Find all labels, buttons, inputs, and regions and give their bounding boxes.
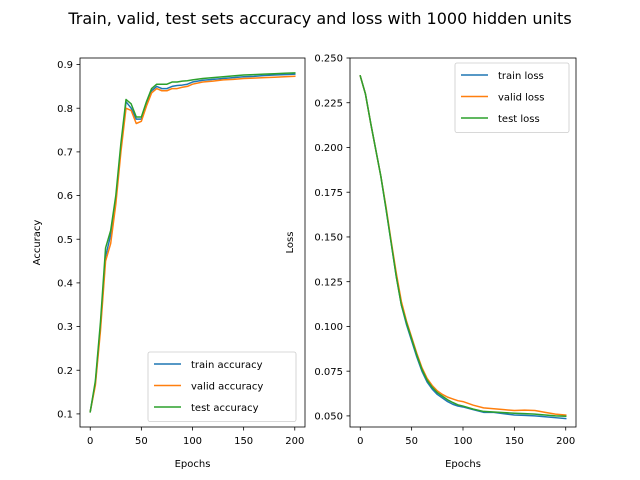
loss-y-tick-label: 0.225 (314, 98, 343, 109)
accuracy-y-tick-label: 0.6 (57, 191, 73, 202)
loss-y-tick-label: 0.250 (314, 54, 343, 65)
loss-y-tick-label: 0.125 (314, 277, 343, 288)
accuracy-y-tick-label: 0.8 (57, 104, 73, 115)
loss-legend-label-train: train loss (498, 71, 544, 82)
loss-x-tick-label: 0 (357, 436, 363, 447)
accuracy-y-tick-label: 0.9 (57, 60, 73, 71)
accuracy-x-tick-label: 150 (234, 436, 253, 447)
loss-legend-label-valid: valid loss (498, 93, 544, 104)
accuracy-legend-frame (147, 351, 297, 422)
loss-y-tick-label: 0.150 (314, 233, 343, 244)
accuracy-subplot: 0 50 100 150 200 0.1 0.2 0.3 0.4 0.5 0.6 0.7 0.8 0.9 E… (32, 57, 306, 470)
accuracy-y-tick-label: 0.3 (57, 322, 73, 333)
loss-legend-frame (454, 62, 570, 133)
accuracy-x-tick-label: 0 (87, 436, 93, 447)
accuracy-y-tick-label: 0.4 (57, 278, 73, 289)
accuracy-series-test (89, 72, 296, 413)
loss-y-tick-label: 0.050 (314, 412, 343, 423)
accuracy-legend-label-train: train accuracy (191, 360, 263, 371)
accuracy-legend-label-test: test accuracy (191, 403, 259, 414)
accuracy-x-tick-label: 100 (183, 436, 202, 447)
loss-x-tick-label: 50 (405, 436, 418, 447)
loss-y-tick-label: 0.200 (314, 143, 343, 154)
accuracy-y-axis-label: Accuracy (32, 220, 43, 266)
loss-x-tick-label: 200 (556, 436, 575, 447)
loss-legend: train loss valid loss test loss (454, 62, 570, 133)
loss-x-tick-label: 150 (505, 436, 524, 447)
loss-legend-label-test: test loss (498, 114, 540, 125)
accuracy-legend-label-valid: valid accuracy (191, 382, 263, 393)
loss-y-axis-label: Loss (285, 232, 296, 254)
loss-x-axis-label: Epochs (445, 459, 481, 470)
accuracy-legend: train accuracy valid accuracy test accurac… (147, 351, 297, 422)
loss-y-tick-label: 0.075 (314, 367, 343, 378)
accuracy-x-tick-label: 50 (135, 436, 148, 447)
accuracy-y-tick-label: 0.2 (57, 366, 73, 377)
loss-y-tick-label: 0.175 (314, 188, 343, 199)
accuracy-y-tick-label: 0.5 (57, 235, 73, 246)
accuracy-x-tick-label: 200 (285, 436, 304, 447)
loss-series-test (359, 74, 567, 418)
accuracy-x-axis-label: Epochs (175, 459, 211, 470)
accuracy-series-valid (89, 75, 296, 413)
figure-title: Train, valid, test sets accuracy and los… (67, 9, 571, 28)
accuracy-y-tick-label: 0.7 (57, 147, 73, 158)
loss-y-tick-label: 0.100 (314, 322, 343, 333)
loss-x-tick-label: 100 (453, 436, 472, 447)
loss-subplot: 0 50 100 150 200 0.050 0.075 0.100 0.125 0.150 0.1… (285, 54, 577, 470)
accuracy-y-tick-label: 0.1 (57, 409, 73, 420)
